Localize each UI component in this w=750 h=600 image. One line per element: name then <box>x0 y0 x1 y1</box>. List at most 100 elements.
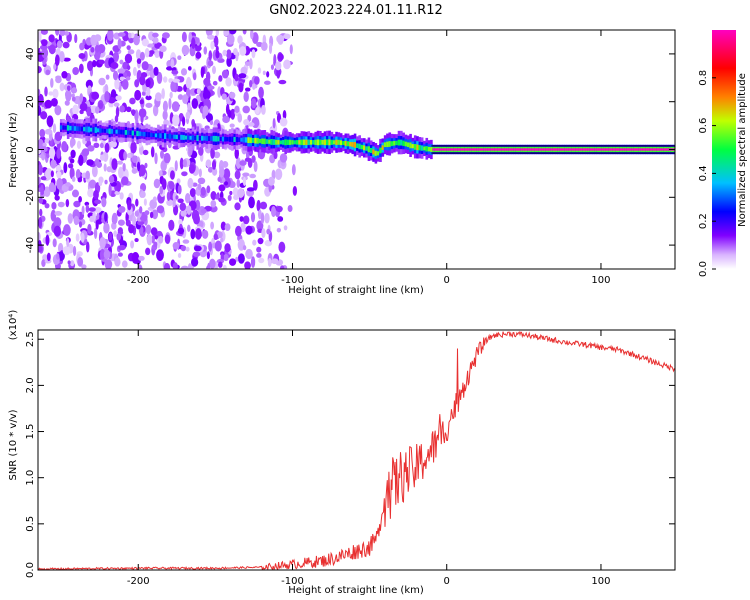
heatmap-cell <box>253 179 258 191</box>
heatmap-cell <box>154 133 158 138</box>
heatmap-cell <box>40 184 44 196</box>
heatmap-cell <box>156 71 163 84</box>
heatmap-cell <box>531 148 535 151</box>
heatmap-cell <box>538 148 542 151</box>
heatmap-cell <box>81 264 87 269</box>
heatmap-cell <box>259 201 268 210</box>
heatmap-cell <box>254 137 257 144</box>
heatmap-cell <box>86 159 94 166</box>
heatmap-cell <box>605 148 609 151</box>
heatmap-cell <box>179 202 187 211</box>
heatmap-cell <box>513 148 516 151</box>
heatmap-cell <box>181 31 187 43</box>
heatmap-cell <box>478 148 482 151</box>
heatmap-cell <box>69 125 72 131</box>
heatmap-cell <box>77 257 84 267</box>
heatmap-cell <box>38 176 41 185</box>
heatmap-cell <box>217 58 225 63</box>
heatmap-cell <box>136 58 142 65</box>
heatmap-cell <box>80 232 85 243</box>
heatmap-cell <box>145 102 153 108</box>
heatmap-cell <box>647 148 651 151</box>
heatmap-cell <box>99 154 106 161</box>
heatmap-cell <box>265 139 269 144</box>
heatmap-cell <box>63 224 71 236</box>
heatmap-cell <box>184 192 191 204</box>
heatmap-cell <box>240 137 243 142</box>
heatmap-cell <box>666 148 669 151</box>
heatmap-cell <box>279 153 288 163</box>
heatmap-cell <box>191 98 199 109</box>
heatmap-cell <box>81 205 85 215</box>
heatmap-cell <box>369 147 373 153</box>
heatmap-cell <box>93 49 101 61</box>
heatmap-cell <box>209 120 214 126</box>
heatmap-cell <box>151 235 155 244</box>
heatmap-cell <box>145 131 149 138</box>
heatmap-cell <box>103 163 107 172</box>
heatmap-cell <box>152 32 159 38</box>
colorbar-tick-label: 0.0 <box>698 261 709 277</box>
heatmap-cell <box>624 148 628 151</box>
heatmap-cell <box>266 71 270 78</box>
snr-y-tick-label: 0.5 <box>25 516 36 532</box>
heatmap-cell <box>224 243 231 253</box>
heatmap-cell <box>283 225 288 231</box>
heatmap-cell <box>119 59 124 65</box>
heatmap-cell <box>61 71 68 79</box>
heatmap-cell <box>264 212 270 224</box>
heatmap-cell <box>205 159 212 168</box>
heatmap-cell <box>87 126 91 133</box>
heatmap-cell <box>39 208 43 217</box>
heatmap-cell <box>610 148 614 151</box>
heatmap-cell <box>55 253 60 260</box>
heatmap-cell <box>180 245 187 252</box>
heatmap-cell <box>425 146 429 152</box>
heatmap-cell <box>239 160 247 166</box>
heatmap-cell <box>122 129 126 135</box>
heatmap-cell <box>381 145 385 150</box>
heatmap-cell <box>161 178 167 190</box>
heatmap-cell <box>353 142 357 148</box>
heatmap-cell <box>121 176 129 186</box>
heatmap-cell <box>177 198 184 204</box>
heatmap-cell <box>189 187 196 198</box>
heatmap-cell <box>141 61 149 71</box>
heatmap-cell <box>213 233 218 241</box>
heatmap-cell <box>145 224 152 235</box>
heatmap-cell <box>450 148 454 151</box>
heatmap-cell <box>555 148 558 151</box>
snr-y-tick-label: 1.5 <box>25 424 36 440</box>
heatmap-cell <box>125 76 131 81</box>
heatmap-cell <box>98 102 103 109</box>
heatmap-cell <box>78 53 86 60</box>
heatmap-cell <box>203 136 206 141</box>
heatmap-cell <box>652 148 655 151</box>
heatmap-cell <box>143 131 146 137</box>
spectrogram-y-tick-label: -40 <box>25 237 36 253</box>
heatmap-cell <box>59 51 65 63</box>
heatmap-cell <box>144 210 150 216</box>
heatmap-cell <box>126 65 131 71</box>
heatmap-cell <box>88 207 96 212</box>
heatmap-cell <box>84 201 90 206</box>
heatmap-cell <box>239 216 244 222</box>
heatmap-cell <box>446 148 449 151</box>
heatmap-cell <box>71 189 79 198</box>
heatmap-cell <box>139 190 146 199</box>
heatmap-cell <box>145 95 152 101</box>
heatmap-cell <box>85 170 90 180</box>
heatmap-cell <box>200 186 206 196</box>
heatmap-cell <box>233 136 237 143</box>
heatmap-cell <box>253 160 258 173</box>
heatmap-cell <box>175 195 179 200</box>
heatmap-cell <box>131 155 138 163</box>
heatmap-cell <box>585 148 588 151</box>
heatmap-cell <box>46 115 54 128</box>
spectrogram-x-tick-label: -200 <box>127 275 150 286</box>
heatmap-cell <box>163 119 169 127</box>
heatmap-cell <box>307 139 311 146</box>
heatmap-cell <box>283 33 291 40</box>
heatmap-cell <box>195 51 202 59</box>
heatmap-cell <box>55 75 62 80</box>
